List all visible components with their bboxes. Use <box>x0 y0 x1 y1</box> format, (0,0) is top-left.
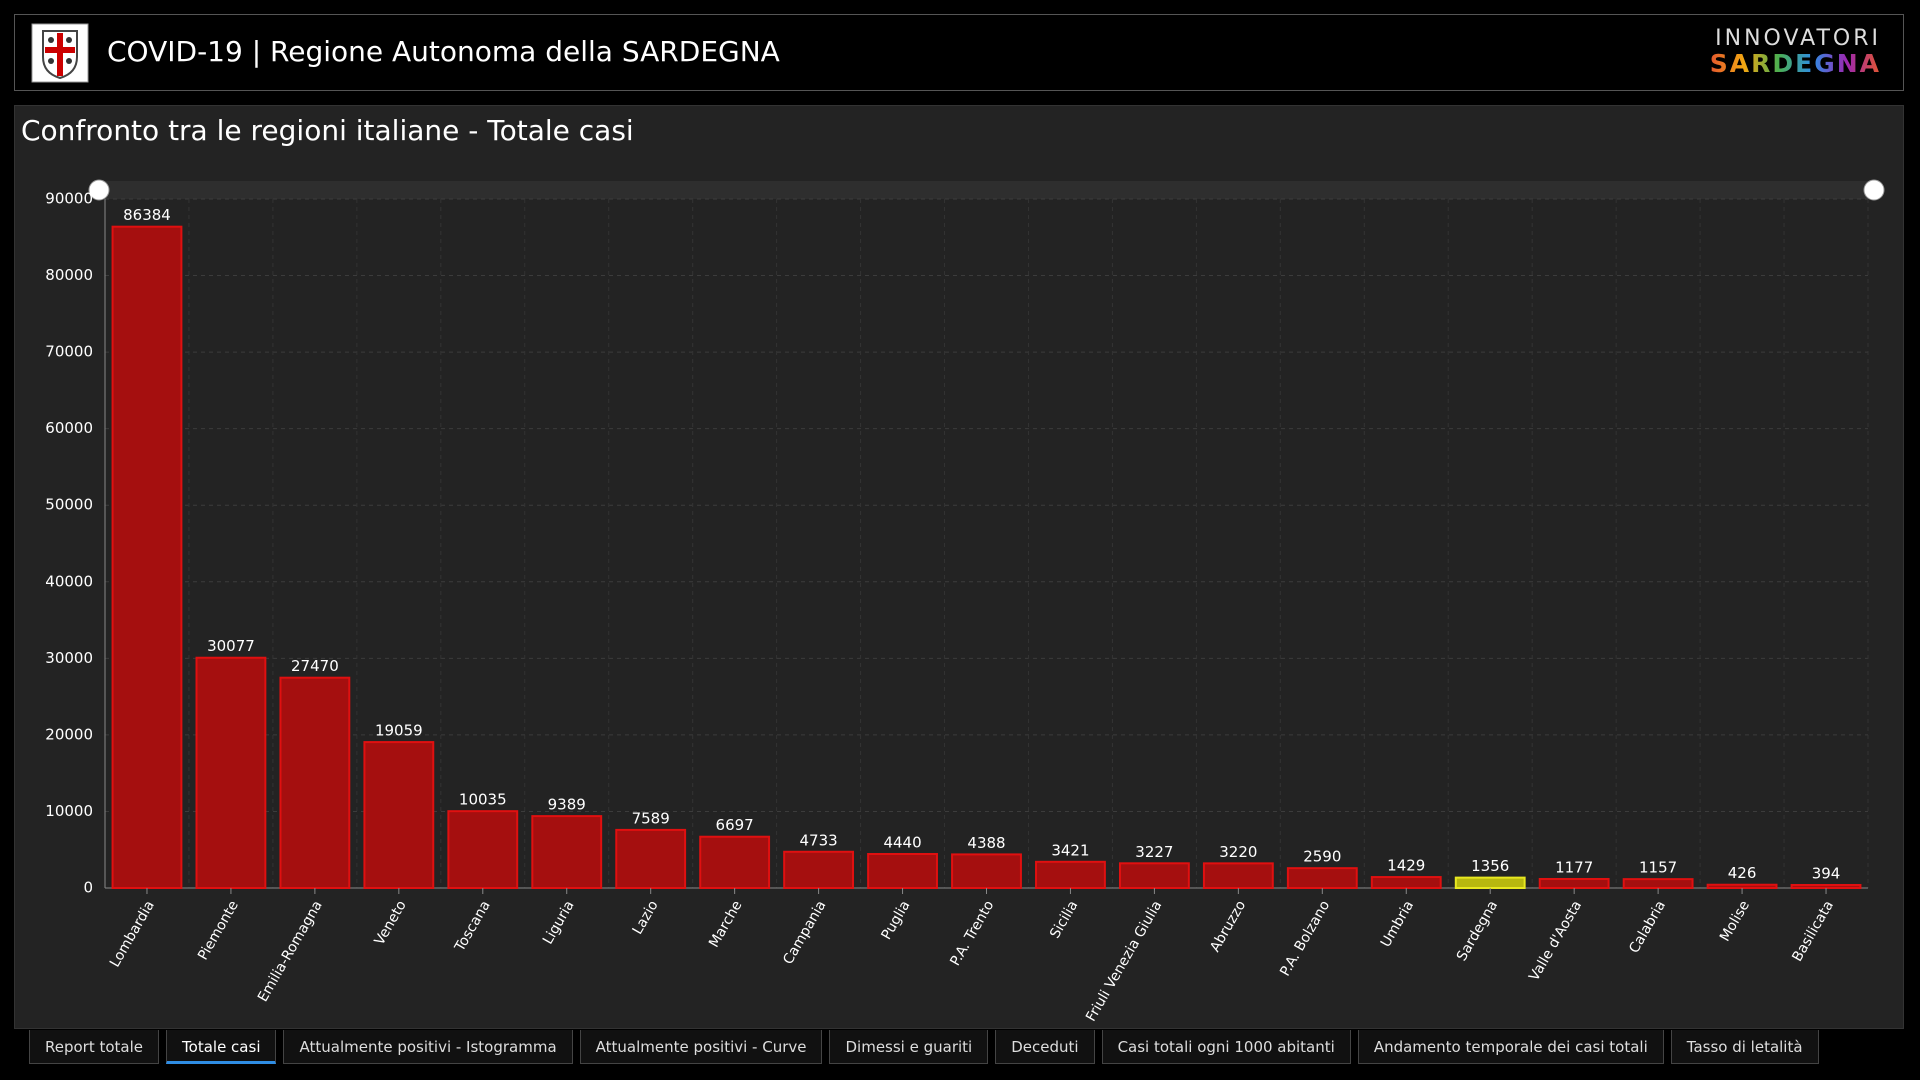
tab[interactable]: Attualmente positivi - Istogramma <box>283 1030 573 1064</box>
bar <box>1286 867 1358 890</box>
value-label: 86384 <box>123 206 171 224</box>
brand-top: INNOVATORI <box>1715 26 1881 51</box>
value-label: 3220 <box>1219 843 1257 861</box>
x-tick-label: Calabria <box>1626 898 1669 956</box>
scrollbar-handle <box>88 179 110 201</box>
bar <box>699 835 771 890</box>
bar <box>1538 877 1610 890</box>
tab[interactable]: Casi totali ogni 1000 abitanti <box>1101 1030 1351 1064</box>
bar <box>531 815 603 890</box>
value-label: 30077 <box>207 637 255 655</box>
bar <box>195 656 267 889</box>
x-tick-label: Veneto <box>372 898 410 948</box>
scrollbar-track <box>99 181 1874 199</box>
value-label: 2590 <box>1303 848 1341 866</box>
y-tick-label: 40000 <box>45 572 93 590</box>
y-tick-label: 60000 <box>45 419 93 437</box>
tab[interactable]: Dimessi e guariti <box>829 1030 989 1064</box>
y-tick-label: 70000 <box>45 343 93 361</box>
tab[interactable]: Deceduti <box>995 1030 1095 1064</box>
brand-bottom: SARDEGNA <box>1710 49 1881 78</box>
bar <box>783 850 855 889</box>
value-label: 6697 <box>716 816 754 834</box>
tab[interactable]: Andamento temporale dei casi totali <box>1357 1030 1664 1064</box>
y-tick-label: 90000 <box>45 190 93 208</box>
x-tick-label: Molise <box>1717 898 1753 944</box>
chart: Confronto tra le regioni italiane - Tota… <box>21 114 1885 1024</box>
bar <box>1118 862 1190 890</box>
value-label: 19059 <box>375 722 423 740</box>
x-tick-label: Umbria <box>1378 898 1417 950</box>
x-tick-label: Campania <box>780 898 829 967</box>
x-tick-label: Friuli Venezia Giulia <box>1083 898 1165 1024</box>
y-tick-label: 20000 <box>45 725 93 743</box>
x-tick-label: P.A. Bolzano <box>1277 898 1333 979</box>
bar <box>1454 876 1526 890</box>
value-label: 1157 <box>1639 859 1677 877</box>
bar <box>1706 883 1778 889</box>
value-label: 4733 <box>800 831 838 849</box>
x-tick-label: Emilia-Romagna <box>255 898 326 1005</box>
bar <box>615 828 687 889</box>
bar <box>363 741 435 889</box>
y-tick-label: 0 <box>83 879 93 897</box>
logo <box>31 23 89 83</box>
x-tick-label: Marche <box>706 898 746 950</box>
x-tick-label: Liguria <box>540 898 578 947</box>
scrollbar-handle <box>1863 179 1885 201</box>
x-tick-label: Sicilia <box>1047 898 1081 941</box>
tab[interactable]: Attualmente positivi - Curve <box>579 1030 823 1064</box>
bar <box>1370 876 1442 889</box>
value-label: 4388 <box>967 834 1005 852</box>
y-tick-label: 50000 <box>45 496 93 514</box>
x-tick-label: Valle d'Aosta <box>1526 898 1585 984</box>
x-tick-label: Puglia <box>878 898 913 943</box>
value-label: 3421 <box>1051 841 1089 859</box>
value-label: 3227 <box>1135 843 1173 861</box>
bar <box>111 225 183 889</box>
value-label: 9389 <box>548 796 586 814</box>
chart-title: Confronto tra le regioni italiane - Tota… <box>21 114 634 147</box>
value-label: 1177 <box>1555 858 1593 876</box>
tab[interactable]: Totale casi <box>166 1030 277 1064</box>
y-tick-label: 30000 <box>45 649 93 667</box>
bar <box>1790 883 1862 889</box>
bar <box>867 853 938 890</box>
tab-bar: Report totale Totale casi Attualmente posi… <box>29 1030 1819 1066</box>
chart-panel: Confronto tra le regioni italiane - Tota… <box>14 105 1904 1029</box>
y-tick-label: 10000 <box>45 802 93 820</box>
x-tick-label: Sardegna <box>1454 898 1501 964</box>
bar <box>1622 878 1694 889</box>
value-label: 27470 <box>291 657 339 675</box>
x-tick-label: Lazio <box>630 898 662 937</box>
app-title: COVID-19 | Regione Autonoma della SARDEG… <box>107 35 780 68</box>
tab[interactable]: Tasso di letalità <box>1670 1030 1819 1064</box>
y-tick-label: 80000 <box>45 266 93 284</box>
x-tick-label: Piemonte <box>195 898 242 963</box>
value-label: 1429 <box>1387 857 1425 875</box>
bar <box>1202 862 1274 890</box>
bar <box>951 853 1022 889</box>
value-label: 1356 <box>1471 857 1509 875</box>
value-label: 10035 <box>459 791 507 809</box>
brand-logo: INNOVATORI SARDEGNA <box>1710 26 1881 78</box>
bar <box>279 676 351 890</box>
value-label: 394 <box>1812 864 1841 882</box>
header: COVID-19 | Regione Autonoma della SARDEG… <box>14 14 1904 91</box>
value-label: 7589 <box>632 809 670 827</box>
value-label: 4440 <box>883 834 921 852</box>
x-tick-label: Abruzzo <box>1207 898 1249 955</box>
value-label: 426 <box>1728 864 1757 882</box>
x-tick-label: Toscana <box>451 898 493 955</box>
x-tick-label: P.A. Trento <box>947 898 997 969</box>
tab[interactable]: Report totale <box>29 1030 160 1064</box>
x-tick-label: Basilicata <box>1789 898 1837 964</box>
x-tick-label: Lombardia <box>107 898 158 970</box>
bar <box>1035 860 1106 890</box>
bar <box>447 810 519 890</box>
